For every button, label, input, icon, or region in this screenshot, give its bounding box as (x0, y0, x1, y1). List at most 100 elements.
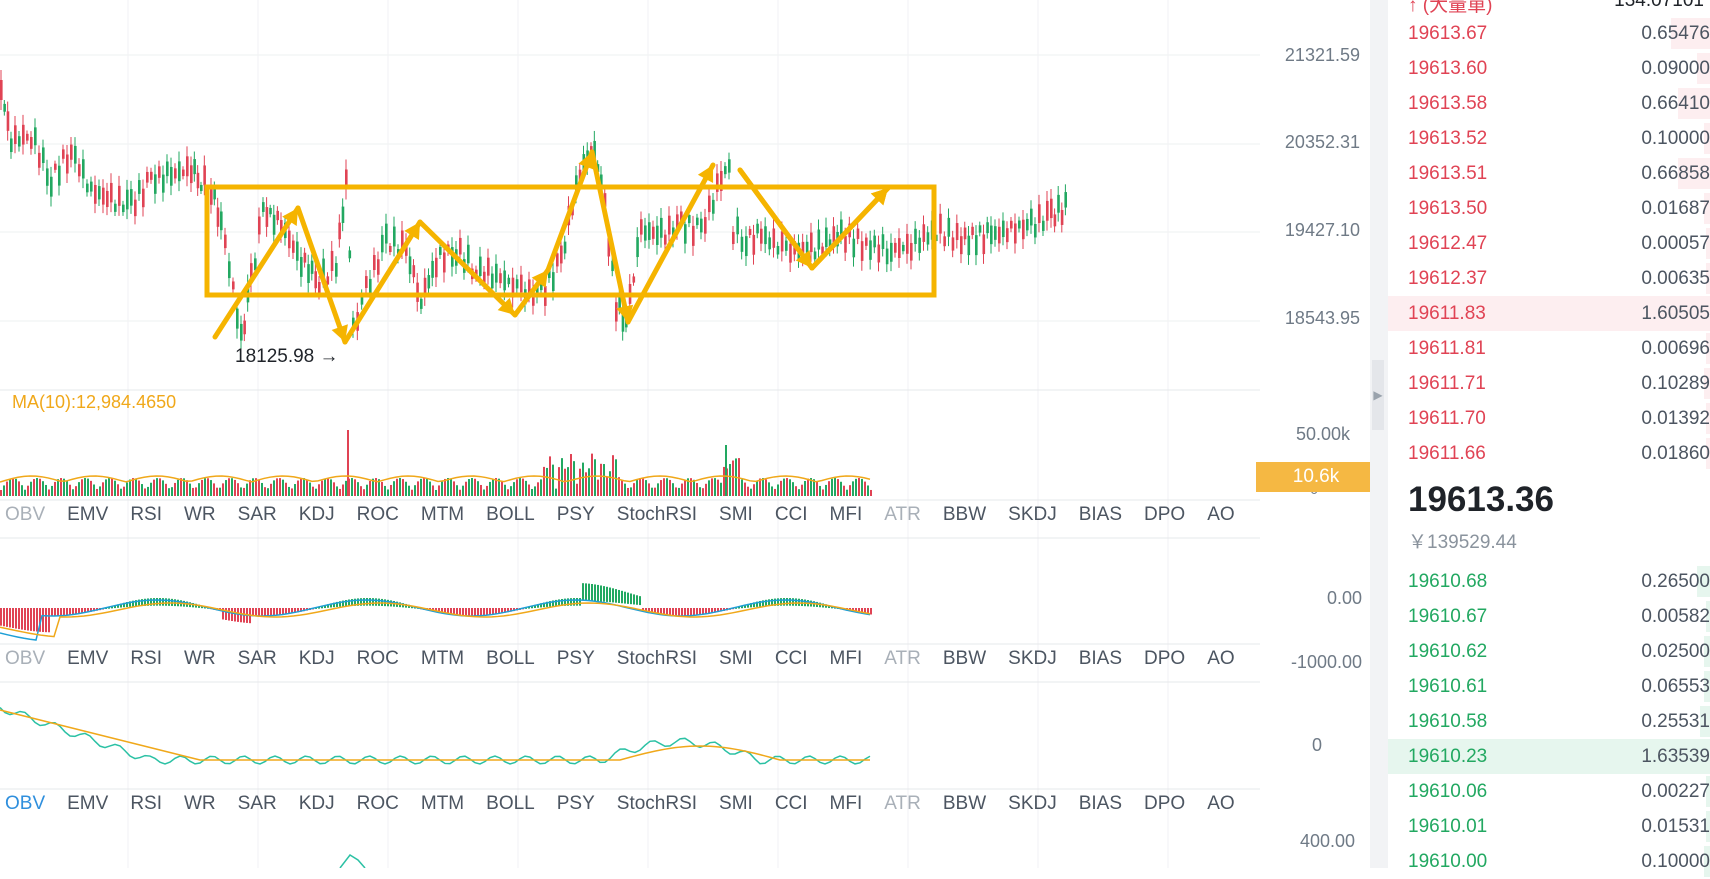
indicator-tab-mtm[interactable]: MTM (420, 793, 465, 814)
indicator-tab-atr[interactable]: ATR (884, 648, 921, 669)
indicator-tab-smi[interactable]: SMI (719, 648, 753, 669)
ask-row[interactable]: 19612.37 0.00635 (1388, 261, 1710, 296)
ask-row[interactable]: 19613.50 0.01687 (1388, 191, 1710, 226)
indicator-tab-atr[interactable]: ATR (884, 793, 921, 814)
trend-arrow-head (404, 222, 420, 240)
indicator-tab-psy[interactable]: PSY (556, 793, 595, 814)
indicator-tab-psy[interactable]: PSY (556, 648, 595, 669)
indicator-tab-bias[interactable]: BIAS (1078, 648, 1123, 669)
kline-chart[interactable]: 18125.98 → MA(10):12,984.4650 OBV EMV RSI W… (0, 0, 1260, 868)
order-price: 19611.81 (1408, 338, 1486, 359)
indicator-tab-skdj[interactable]: SKDJ (1008, 504, 1057, 525)
bid-row[interactable]: 19610.62 0.02500 (1388, 634, 1710, 669)
macd-histogram-bar (21, 608, 23, 630)
indicator-tab-stochrsi[interactable]: StochRSI (616, 648, 698, 669)
indicator-tab-cci[interactable]: CCI (774, 504, 808, 525)
volume-bar (492, 479, 494, 496)
bid-row[interactable]: 19610.23 1.63539 (1388, 739, 1710, 774)
bid-row[interactable]: 19610.01 0.01531 (1388, 809, 1710, 844)
indicator-tab-rsi[interactable]: RSI (130, 793, 162, 814)
ask-row[interactable]: 19613.51 0.66858 (1388, 156, 1710, 191)
bid-row[interactable]: 19610.67 0.00582 (1388, 599, 1710, 634)
ask-row[interactable]: 19612.47 0.00057 (1388, 226, 1710, 261)
price-candle (130, 189, 133, 206)
indicator-tab-bbw[interactable]: BBW (942, 648, 987, 669)
ask-row[interactable]: 19611.70 0.01392 (1388, 401, 1710, 436)
indicator-tab-sar[interactable]: SAR (237, 793, 277, 814)
ask-row[interactable]: 19611.83 1.60505 (1388, 296, 1710, 331)
indicator-tab-rsi[interactable]: RSI (130, 504, 162, 525)
indicator-tab-bias[interactable]: BIAS (1078, 793, 1123, 814)
macd-histogram-bar (465, 608, 467, 616)
indicator-tab-boll[interactable]: BOLL (486, 793, 535, 814)
volume-bar (588, 468, 590, 496)
indicator-tab-obv[interactable]: OBV (5, 648, 46, 669)
ask-row[interactable]: 19611.71 0.10289 (1388, 366, 1710, 401)
indicator-tab-cci[interactable]: CCI (774, 793, 808, 814)
volume-bar (324, 478, 326, 496)
indicator-tab-wr[interactable]: WR (184, 793, 216, 814)
indicator-tab-roc[interactable]: ROC (356, 504, 399, 525)
indicator-tab-emv[interactable]: EMV (67, 793, 109, 814)
ask-row[interactable]: 19611.81 0.00696 (1388, 331, 1710, 366)
indicator-tab-ao[interactable]: AO (1207, 793, 1235, 814)
indicator-tab-rsi[interactable]: RSI (130, 648, 162, 669)
bid-row[interactable]: 19610.61 0.06553 (1388, 669, 1710, 704)
indicator-tab-kdj[interactable]: KDJ (298, 504, 335, 525)
depth-bar (1703, 846, 1710, 877)
price-candle (680, 211, 683, 224)
macd-histogram-bar (144, 598, 146, 606)
indicator-tab-sar[interactable]: SAR (237, 504, 277, 525)
indicator-tab-stochrsi[interactable]: StochRSI (616, 504, 698, 525)
indicator-tab-roc[interactable]: ROC (356, 793, 399, 814)
indicator-tab-kdj[interactable]: KDJ (298, 793, 335, 814)
indicator-tab-obv[interactable]: OBV (5, 793, 46, 814)
indicator-tab-dpo[interactable]: DPO (1144, 793, 1186, 814)
indicator-tab-kdj[interactable]: KDJ (298, 648, 335, 669)
indicator-tab-wr[interactable]: WR (184, 648, 216, 669)
ask-row[interactable]: 19611.66 0.01860 (1388, 436, 1710, 471)
indicator-tab-mfi[interactable]: MFI (829, 793, 863, 814)
bid-row[interactable]: 19610.68 0.26500 (1388, 564, 1710, 599)
indicator-tab-psy[interactable]: PSY (556, 504, 595, 525)
indicator-tab-dpo[interactable]: DPO (1144, 504, 1186, 525)
indicator-tab-mfi[interactable]: MFI (829, 504, 863, 525)
chart-canvas[interactable] (0, 0, 1260, 868)
indicator-tab-stochrsi[interactable]: StochRSI (616, 793, 698, 814)
indicator-tab-ao[interactable]: AO (1207, 648, 1235, 669)
indicator-tab-smi[interactable]: SMI (719, 504, 753, 525)
indicator-tab-roc[interactable]: ROC (356, 648, 399, 669)
indicator-tab-skdj[interactable]: SKDJ (1008, 648, 1057, 669)
ask-row[interactable]: 19613.58 0.66410 (1388, 86, 1710, 121)
indicator-tab-dpo[interactable]: DPO (1144, 648, 1186, 669)
indicator-tab-smi[interactable]: SMI (719, 793, 753, 814)
indicator-tab-sar[interactable]: SAR (237, 648, 277, 669)
indicator-tab-boll[interactable]: BOLL (486, 504, 535, 525)
indicator-tab-bbw[interactable]: BBW (942, 504, 987, 525)
indicator-tab-emv[interactable]: EMV (67, 504, 109, 525)
volume-bar (468, 479, 470, 496)
indicator-tab-cci[interactable]: CCI (774, 648, 808, 669)
indicator-tab-bbw[interactable]: BBW (942, 793, 987, 814)
volume-bar (9, 478, 11, 496)
price-candle (416, 282, 419, 302)
collapse-panel-icon[interactable]: ▶ (1372, 360, 1384, 430)
indicator-tab-wr[interactable]: WR (184, 504, 216, 525)
indicator-tab-obv[interactable]: OBV (5, 504, 46, 525)
indicator-tab-atr[interactable]: ATR (884, 504, 921, 525)
indicator-tab-mtm[interactable]: MTM (420, 504, 465, 525)
indicator-tab-boll[interactable]: BOLL (486, 648, 535, 669)
indicator-tab-skdj[interactable]: SKDJ (1008, 793, 1057, 814)
indicator-tab-emv[interactable]: EMV (67, 648, 109, 669)
bid-row[interactable]: 19610.58 0.25531 (1388, 704, 1710, 739)
ask-row[interactable]: 19613.67 0.65476 (1388, 16, 1710, 51)
indicator-tab-mtm[interactable]: MTM (420, 648, 465, 669)
ask-row[interactable]: 19613.52 0.10000 (1388, 121, 1710, 156)
bid-row[interactable]: 19610.06 0.00227 (1388, 774, 1710, 809)
indicator-tab-bias[interactable]: BIAS (1078, 504, 1123, 525)
bid-row[interactable]: 19610.00 0.10000 (1388, 844, 1710, 879)
indicator-tab-ao[interactable]: AO (1207, 504, 1235, 525)
price-candle (34, 127, 37, 146)
ask-row[interactable]: 19613.60 0.09000 (1388, 51, 1710, 86)
indicator-tab-mfi[interactable]: MFI (829, 648, 863, 669)
